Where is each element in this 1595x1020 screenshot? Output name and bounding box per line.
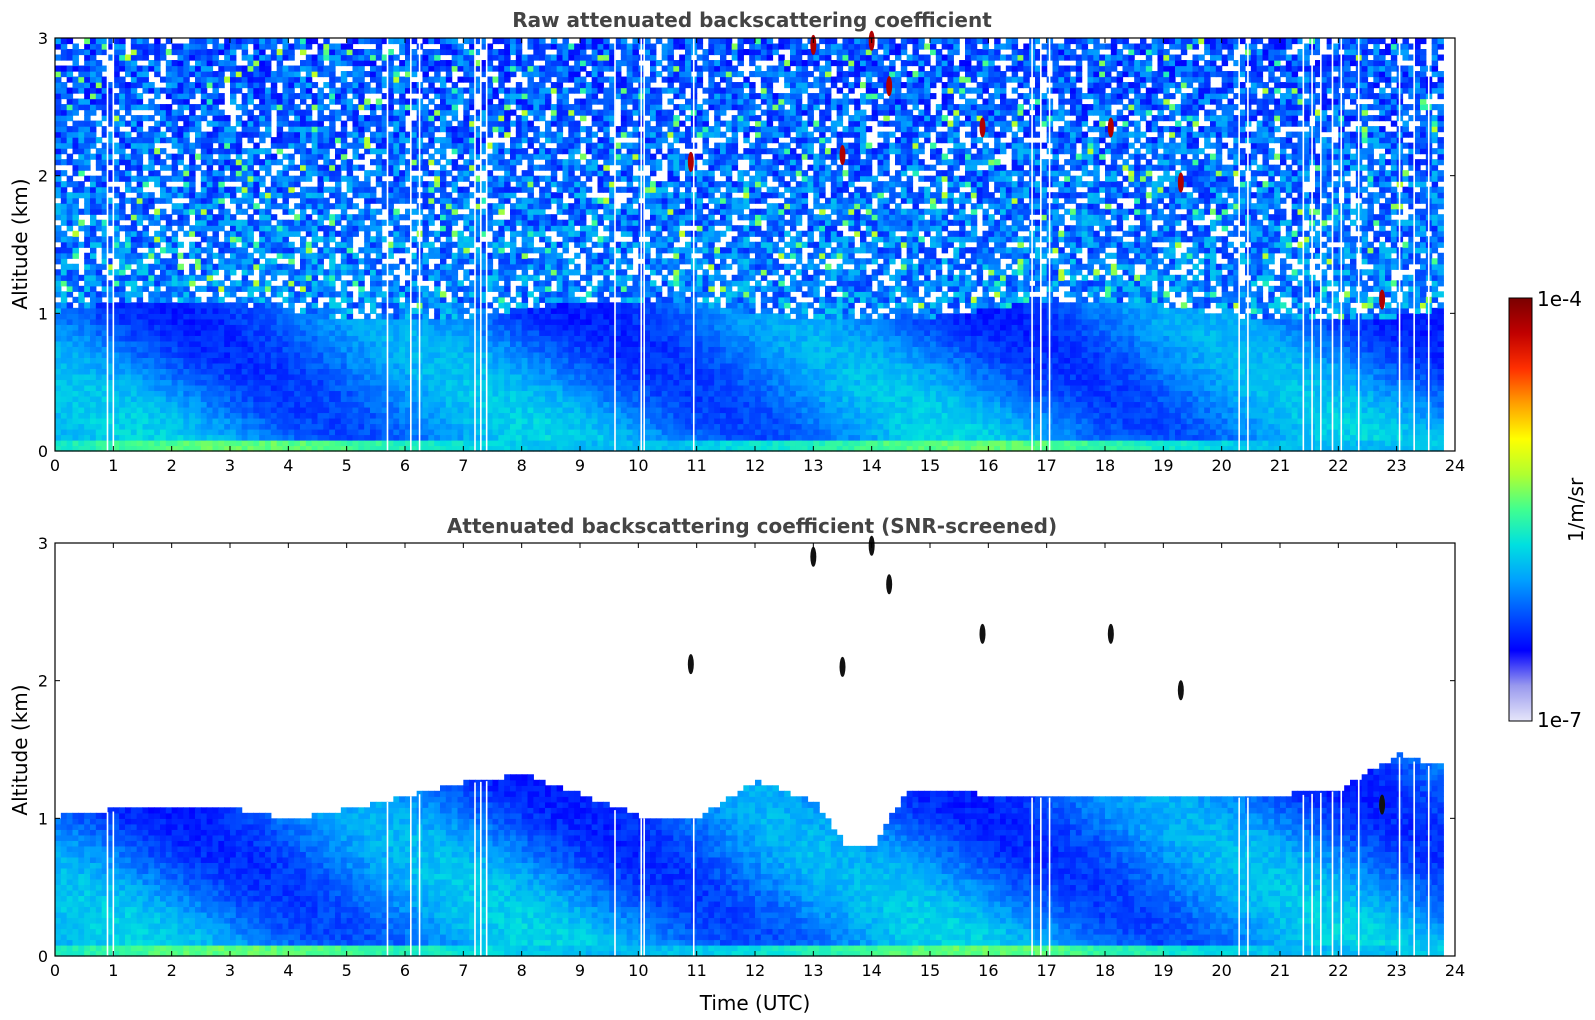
x-tick-label: 14 [861,456,881,475]
x-tick-label: 5 [342,961,352,980]
x-tick-label: 11 [686,456,706,475]
y-tick-label: 2 [38,167,48,186]
x-tick-label: 1 [108,961,118,980]
x-tick-label: 19 [1153,456,1173,475]
x-tick-label: 3 [225,456,235,475]
screened-backscatter-panel: Attenuated backscattering coefficient (S… [8,514,1465,1015]
panel2-title: Attenuated backscattering coefficient (S… [447,514,1057,538]
x-tick-label: 18 [1095,456,1115,475]
panel1-title: Raw attenuated backscattering coefficien… [512,8,992,32]
cloud-feature [1178,173,1184,193]
x-tick-label: 19 [1153,961,1173,980]
cloud-feature [840,657,846,677]
x-tick-label: 20 [1211,961,1231,980]
cloud-feature [1379,795,1385,815]
x-tick-label: 6 [400,961,410,980]
colorbar-max-label: 1e-4 [1537,287,1582,311]
x-tick-label: 15 [920,961,940,980]
x-tick-label: 11 [686,961,706,980]
y-tick-label: 1 [38,809,48,828]
x-tick-label: 23 [1386,456,1406,475]
x-tick-label: 13 [803,456,823,475]
panel1-y-axis-label: Altitude (km) [8,178,32,309]
y-tick-label: 0 [38,442,48,461]
x-tick-label: 23 [1386,961,1406,980]
x-tick-label: 14 [861,961,881,980]
x-tick-label: 16 [978,961,998,980]
x-tick-label: 8 [517,961,527,980]
x-tick-label: 22 [1328,456,1348,475]
x-tick-label: 17 [1036,456,1056,475]
x-axis-label: Time (UTC) [699,991,811,1015]
x-tick-label: 15 [920,456,940,475]
cloud-feature [688,654,694,674]
x-tick-label: 21 [1270,456,1290,475]
x-tick-label: 24 [1445,456,1465,475]
x-tick-label: 9 [575,456,585,475]
colorbar-gradient [1509,298,1532,721]
panel2-y-axis-label: Altitude (km) [8,684,32,815]
x-tick-label: 2 [167,961,177,980]
x-tick-label: 12 [745,961,765,980]
y-tick-label: 3 [38,534,48,553]
raw-backscatter-panel: Raw attenuated backscattering coefficien… [8,8,1465,475]
cloud-feature [886,574,892,594]
x-tick-label: 7 [458,961,468,980]
cloud-feature [980,624,986,644]
x-tick-label: 4 [283,961,293,980]
x-tick-label: 20 [1211,456,1231,475]
x-tick-label: 17 [1036,961,1056,980]
cloud-feature [1178,680,1184,700]
y-tick-label: 1 [38,304,48,323]
x-tick-label: 10 [628,456,648,475]
cloud-feature [1108,624,1114,644]
x-tick-label: 21 [1270,961,1290,980]
cloud-feature [688,152,694,172]
x-tick-label: 16 [978,456,998,475]
x-tick-label: 8 [517,456,527,475]
x-tick-label: 0 [50,456,60,475]
x-tick-label: 2 [167,456,177,475]
cloud-feature [810,547,816,567]
x-tick-label: 1 [108,456,118,475]
x-tick-label: 7 [458,456,468,475]
x-tick-label: 12 [745,456,765,475]
x-tick-label: 10 [628,961,648,980]
cloud-feature [980,117,986,137]
x-tick-label: 9 [575,961,585,980]
figure: Raw attenuated backscattering coefficien… [0,0,1595,1020]
x-tick-label: 18 [1095,961,1115,980]
x-tick-label: 13 [803,961,823,980]
y-tick-label: 2 [38,672,48,691]
x-tick-label: 4 [283,456,293,475]
x-tick-label: 24 [1445,961,1465,980]
cloud-feature [1108,117,1114,137]
cloud-feature [840,145,846,165]
x-tick-label: 22 [1328,961,1348,980]
x-tick-label: 0 [50,961,60,980]
colorbar-min-label: 1e-7 [1537,708,1582,732]
y-tick-label: 3 [38,29,48,48]
colorbar: 1e-4 1e-7 1/m/sr [1509,287,1588,732]
cloud-feature [1379,290,1385,310]
x-tick-label: 5 [342,456,352,475]
y-tick-label: 0 [38,947,48,966]
cloud-feature [886,76,892,96]
colorbar-unit-label: 1/m/sr [1564,477,1588,542]
x-tick-label: 3 [225,961,235,980]
x-tick-label: 6 [400,456,410,475]
